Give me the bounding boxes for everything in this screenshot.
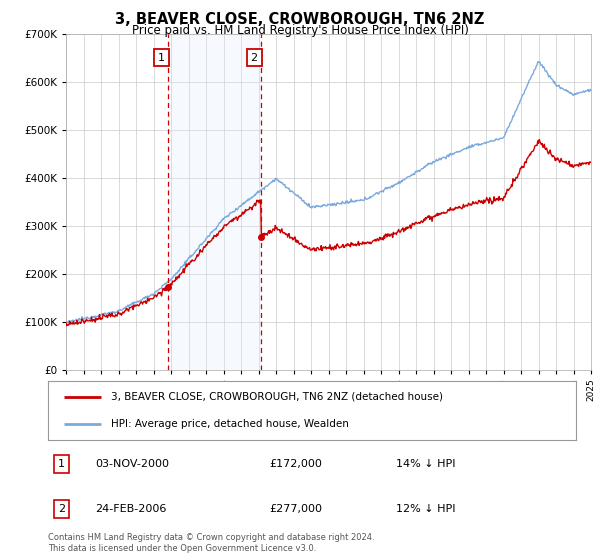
Text: 1: 1 — [58, 459, 65, 469]
Text: 12% ↓ HPI: 12% ↓ HPI — [397, 505, 456, 514]
Text: Price paid vs. HM Land Registry's House Price Index (HPI): Price paid vs. HM Land Registry's House … — [131, 24, 469, 36]
Text: HPI: Average price, detached house, Wealden: HPI: Average price, detached house, Weal… — [112, 419, 349, 429]
Text: 2: 2 — [58, 505, 65, 514]
Text: £277,000: £277,000 — [270, 505, 323, 514]
Text: Contains HM Land Registry data © Crown copyright and database right 2024.
This d: Contains HM Land Registry data © Crown c… — [48, 533, 374, 553]
Bar — [168, 34, 261, 370]
Text: 3, BEAVER CLOSE, CROWBOROUGH, TN6 2NZ: 3, BEAVER CLOSE, CROWBOROUGH, TN6 2NZ — [115, 12, 485, 27]
Text: £172,000: £172,000 — [270, 459, 323, 469]
Text: 1: 1 — [158, 53, 164, 63]
Text: 03-NOV-2000: 03-NOV-2000 — [95, 459, 170, 469]
Text: 3, BEAVER CLOSE, CROWBOROUGH, TN6 2NZ (detached house): 3, BEAVER CLOSE, CROWBOROUGH, TN6 2NZ (d… — [112, 391, 443, 402]
Text: 14% ↓ HPI: 14% ↓ HPI — [397, 459, 456, 469]
Text: 2: 2 — [251, 53, 257, 63]
Text: 24-FEB-2006: 24-FEB-2006 — [95, 505, 167, 514]
